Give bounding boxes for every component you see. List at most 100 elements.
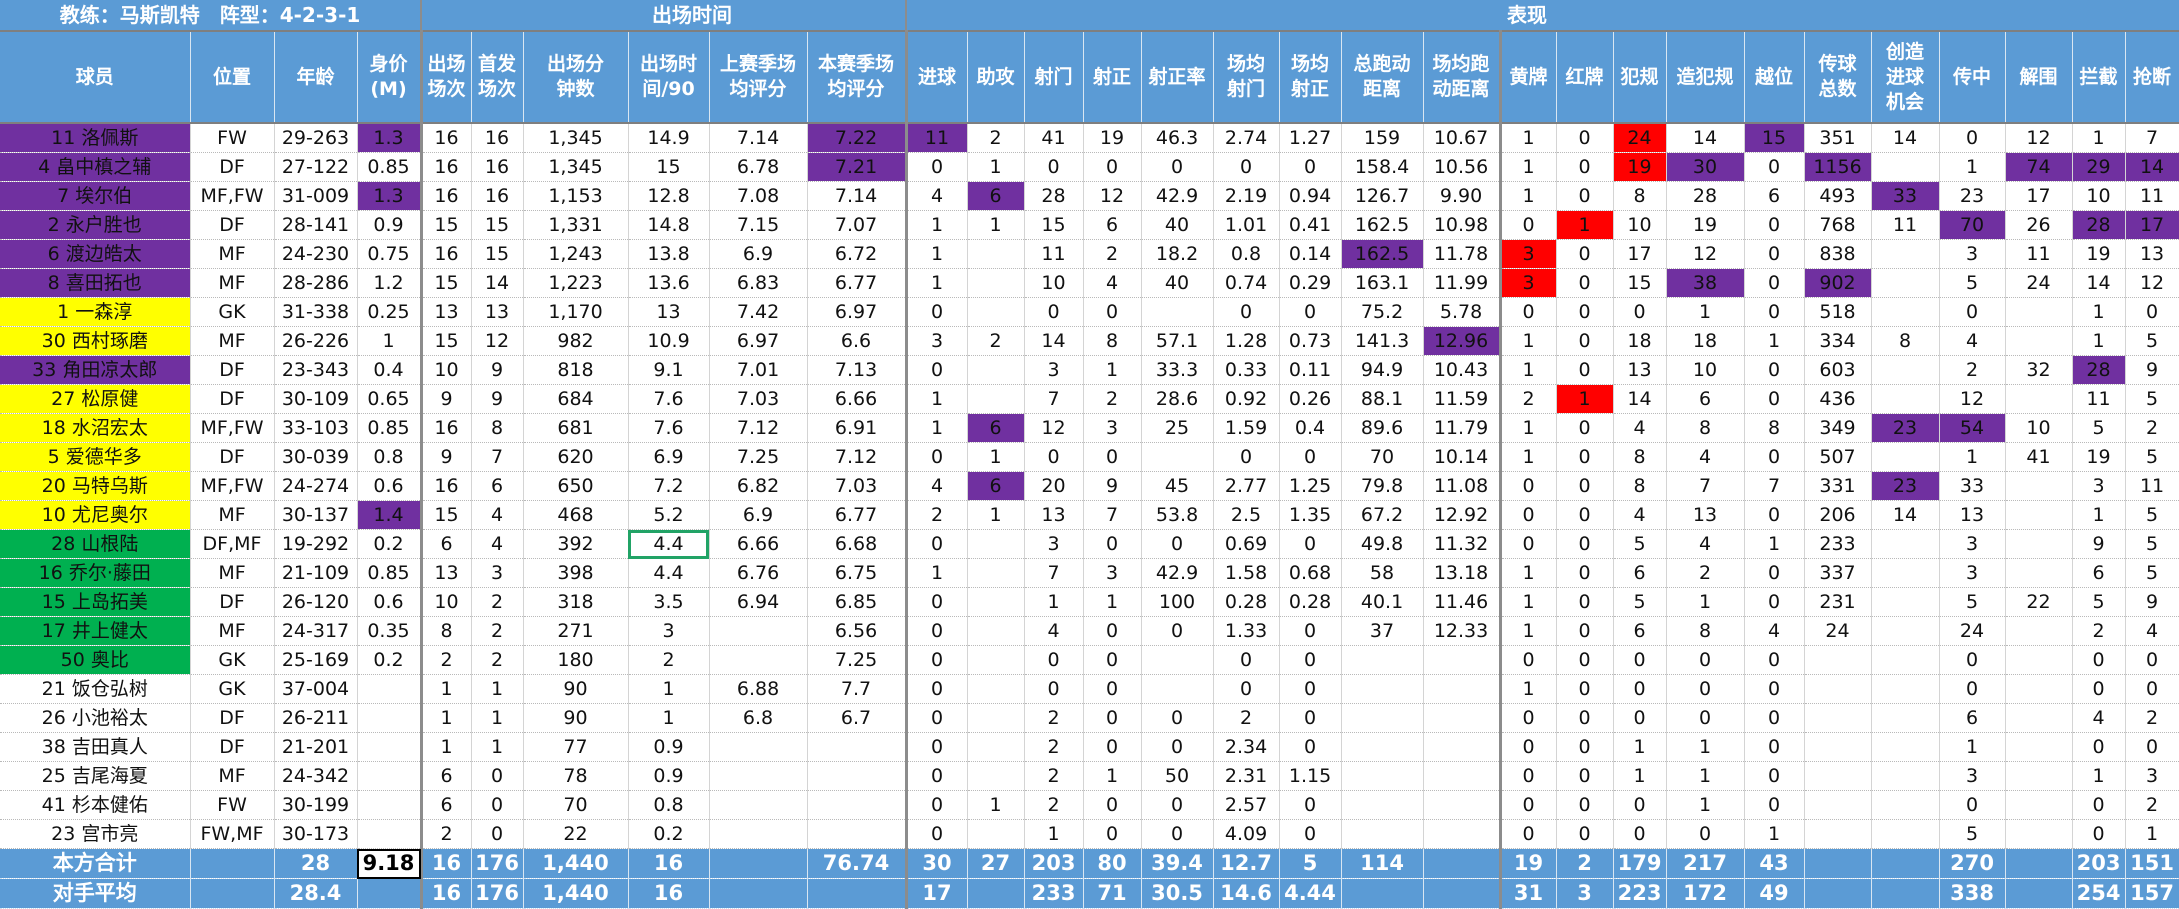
stat-cell[interactable]: 1 [1500,587,1557,617]
stat-cell[interactable]: 11.46 [1423,587,1502,617]
stat-cell[interactable]: 49.8 [1341,529,1424,559]
stat-cell[interactable]: 0 [1500,703,1557,733]
stat-cell[interactable]: 0 [1744,645,1805,675]
player-name-cell[interactable]: 20 马特乌斯 [0,471,191,501]
stat-cell[interactable]: 7.01 [709,355,808,385]
summary-cell[interactable]: 338 [1939,878,2006,909]
stat-cell[interactable]: MF [190,268,275,298]
stat-cell[interactable]: 7 [1083,500,1142,530]
stat-cell[interactable]: 17 [2125,210,2179,240]
stat-cell[interactable]: 16 [471,181,524,211]
stat-cell[interactable]: 15 [1744,123,1805,153]
summary-cell[interactable] [1341,878,1424,909]
summary-cell[interactable] [1423,878,1502,909]
stat-cell[interactable]: 2 [1083,384,1142,414]
stat-cell[interactable]: 33.3 [1141,355,1214,385]
stat-cell[interactable]: 11 [2005,239,2073,269]
stat-cell[interactable]: 6 [1613,616,1667,646]
stat-cell[interactable]: 1 [628,703,710,733]
summary-cell[interactable] [1804,878,1872,909]
stat-cell[interactable] [1423,732,1502,762]
stat-cell[interactable]: 13 [1613,355,1667,385]
player-name-cell[interactable]: 38 吉田真人 [0,732,191,762]
stat-cell[interactable]: DF [190,355,275,385]
stat-cell[interactable]: 0 [2072,732,2126,762]
column-header[interactable]: 射正率 [1141,31,1214,124]
player-name-cell[interactable]: 25 吉尾海夏 [0,761,191,791]
stat-cell[interactable]: 6.83 [709,268,808,298]
stat-cell[interactable]: 0.85 [357,152,423,182]
stat-cell[interactable]: 38 [1666,268,1745,298]
stat-cell[interactable]: 0 [1556,790,1614,820]
stat-cell[interactable]: 0 [1024,152,1084,182]
stat-cell[interactable]: 1 [1500,616,1557,646]
stat-cell[interactable]: 6 [1666,384,1745,414]
column-header[interactable]: 场均 射正 [1279,31,1342,124]
summary-cell[interactable]: 16 [421,848,472,879]
summary-label[interactable]: 对手平均 [0,878,191,909]
stat-cell[interactable]: 1.01 [1213,210,1280,240]
stat-cell[interactable]: 0 [1500,529,1557,559]
player-name-cell[interactable]: 15 上岛拓美 [0,587,191,617]
stat-cell[interactable]: 126.7 [1341,181,1424,211]
stat-cell[interactable]: 3 [471,558,524,588]
summary-cell[interactable] [807,878,908,909]
stat-cell[interactable]: 23 [1871,471,1940,501]
stat-cell[interactable] [967,674,1025,704]
stat-cell[interactable]: 9 [471,355,524,385]
column-header[interactable]: 传球 总数 [1804,31,1872,124]
stat-cell[interactable]: 0 [906,297,968,327]
stat-cell[interactable]: 8 [1871,326,1940,356]
stat-cell[interactable] [2005,326,2073,356]
stat-cell[interactable]: 1 [1556,210,1614,240]
stat-cell[interactable]: 0.2 [357,645,423,675]
stat-cell[interactable]: 10.14 [1423,442,1502,472]
stat-cell[interactable] [1804,674,1872,704]
stat-cell[interactable]: GK [190,674,275,704]
stat-cell[interactable]: 0 [1744,558,1805,588]
stat-cell[interactable]: DF [190,732,275,762]
stat-cell[interactable]: 24 [1804,616,1872,646]
stat-cell[interactable]: 0 [2125,645,2179,675]
stat-cell[interactable]: 0 [1279,529,1342,559]
stat-cell[interactable] [709,732,808,762]
stat-cell[interactable]: 0 [1279,297,1342,327]
stat-cell[interactable] [1804,732,1872,762]
stat-cell[interactable]: 1 [1500,123,1557,153]
stat-cell[interactable]: 0.8 [1213,239,1280,269]
stat-cell[interactable]: 1 [1939,442,2006,472]
player-name-cell[interactable]: 27 松原健 [0,384,191,414]
stat-cell[interactable]: 1 [421,732,472,762]
column-header[interactable]: 越位 [1744,31,1805,124]
stat-cell[interactable]: 9 [421,384,472,414]
stat-cell[interactable]: 5 [2125,326,2179,356]
stat-cell[interactable]: 8 [421,616,472,646]
stat-cell[interactable]: 4 [1744,616,1805,646]
stat-cell[interactable]: 1 [1666,732,1745,762]
stat-cell[interactable]: 6.75 [807,558,908,588]
stat-cell[interactable]: 90 [523,674,629,704]
stat-cell[interactable]: 12 [1024,413,1084,443]
stat-cell[interactable]: 0 [1744,703,1805,733]
stat-cell[interactable] [357,761,423,791]
stat-cell[interactable] [967,384,1025,414]
stat-cell[interactable]: 0 [906,442,968,472]
stat-cell[interactable] [2005,384,2073,414]
stat-cell[interactable]: 4 [2072,703,2126,733]
stat-cell[interactable]: 0.74 [1213,268,1280,298]
stat-cell[interactable]: 0.35 [357,616,423,646]
stat-cell[interactable]: 13 [421,297,472,327]
stat-cell[interactable] [1341,674,1424,704]
summary-cell[interactable]: 223 [1613,878,1667,909]
stat-cell[interactable]: 351 [1804,123,1872,153]
stat-cell[interactable] [709,645,808,675]
stat-cell[interactable]: 6.97 [709,326,808,356]
stat-cell[interactable]: 0.4 [1279,413,1342,443]
stat-cell[interactable]: 6 [421,790,472,820]
summary-cell[interactable]: 1,440 [523,848,629,879]
stat-cell[interactable]: 3.5 [628,587,710,617]
stat-cell[interactable]: 0 [471,761,524,791]
stat-cell[interactable]: 18 [1613,326,1667,356]
stat-cell[interactable]: 0 [1556,181,1614,211]
stat-cell[interactable]: 0 [1141,732,1214,762]
